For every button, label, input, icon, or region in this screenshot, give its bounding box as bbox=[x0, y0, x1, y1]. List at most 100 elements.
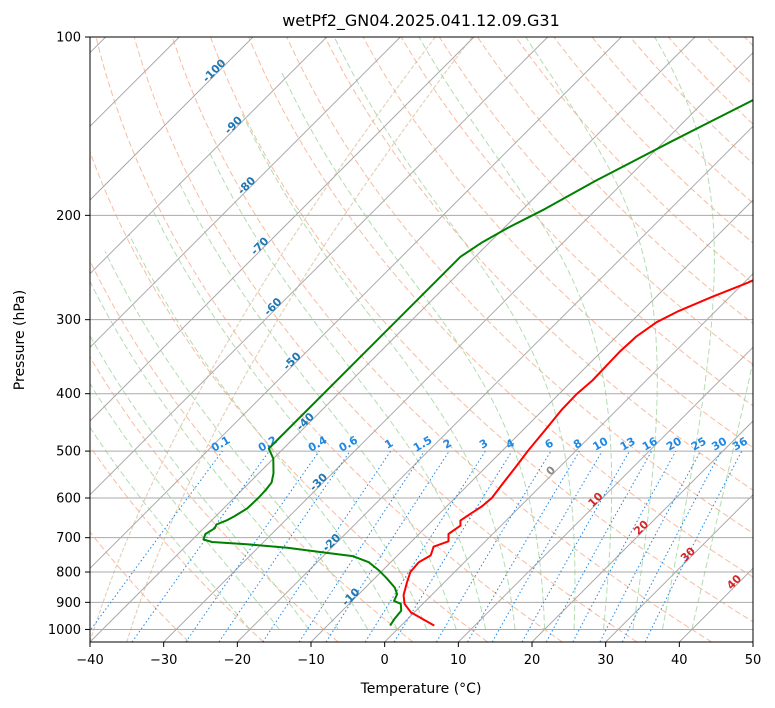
y-tick-label: 200 bbox=[56, 209, 81, 224]
isotherm-line bbox=[90, 37, 401, 349]
dry-adiabat bbox=[90, 531, 190, 642]
y-tick-label: 800 bbox=[56, 566, 81, 581]
isotherm-line bbox=[90, 37, 549, 496]
isotherm-label: -50 bbox=[281, 349, 304, 372]
mixing-ratio-line bbox=[325, 450, 450, 642]
y-tick-label: 700 bbox=[56, 531, 81, 546]
isotherm-label: -100 bbox=[200, 56, 229, 85]
curved-reference-line bbox=[126, 37, 473, 642]
mixing-ratio-line bbox=[521, 450, 630, 642]
isotherm-line bbox=[310, 199, 753, 642]
moist-adiabat bbox=[90, 382, 280, 630]
y-tick-label: 100 bbox=[56, 31, 81, 46]
mixing-ratio-line bbox=[644, 450, 743, 642]
x-tick-label: −40 bbox=[76, 653, 103, 668]
y-tick-label: 1000 bbox=[48, 623, 81, 638]
mixing-ratio-line bbox=[435, 450, 552, 642]
mixing-ratio-line bbox=[467, 450, 580, 642]
isotherm-label: -90 bbox=[222, 113, 245, 136]
x-tick-label: 50 bbox=[745, 653, 762, 668]
axes: −40 −30 −20 −10 0 10 20 30 40 50 1000 900 800 700 600 5… bbox=[48, 31, 761, 669]
mixing-ratio-line bbox=[131, 450, 270, 642]
moist-adiabat bbox=[525, 37, 658, 630]
isotherm-line bbox=[384, 272, 753, 642]
x-tick-label: −30 bbox=[150, 653, 177, 668]
mixing-ratio-line bbox=[599, 450, 701, 642]
moist-adiabat bbox=[151, 208, 428, 630]
isotherm-label: -20 bbox=[320, 531, 343, 554]
y-tick-label: 400 bbox=[56, 387, 81, 402]
mixing-ratio-label: 2 bbox=[441, 437, 454, 452]
moist-adiabat bbox=[90, 426, 251, 630]
dry-adiabat bbox=[95, 37, 563, 642]
dry-adiabat bbox=[400, 37, 753, 407]
mixing-ratio-line bbox=[262, 450, 392, 642]
moist-adiabat bbox=[281, 72, 546, 630]
moist-adiabat bbox=[104, 251, 369, 630]
x-tick-label: 30 bbox=[597, 653, 614, 668]
dry-adiabat bbox=[438, 37, 753, 366]
isotherm-line bbox=[90, 37, 475, 422]
isotherm-label: 30 bbox=[678, 544, 698, 564]
moist-adiabat bbox=[691, 358, 753, 630]
x-axis-label: Temperature (°C) bbox=[360, 681, 482, 697]
x-tick-label: 20 bbox=[524, 653, 541, 668]
moist-adiabat bbox=[333, 37, 576, 630]
dry-adiabat bbox=[744, 37, 753, 47]
mixing-ratio-label: 4 bbox=[504, 436, 517, 451]
y-tick-label: 300 bbox=[56, 313, 81, 328]
dry-adiabat bbox=[133, 37, 638, 642]
moist-adiabat bbox=[177, 180, 457, 630]
background-lines bbox=[90, 37, 753, 642]
isotherm-line bbox=[90, 37, 696, 642]
mixing-ratio-line bbox=[572, 450, 677, 642]
moist-adiabat bbox=[90, 280, 339, 630]
dry-adiabat bbox=[286, 37, 753, 534]
mixing-ratio-line bbox=[545, 450, 653, 642]
x-tick-label: −20 bbox=[224, 653, 251, 668]
dewpoint-line bbox=[202, 98, 753, 627]
mixing-ratio-line bbox=[185, 450, 320, 642]
isotherm-label: -40 bbox=[294, 410, 317, 433]
dry-adiabat bbox=[248, 37, 753, 578]
y-tick-label: 900 bbox=[56, 596, 81, 611]
temperature-line bbox=[402, 279, 753, 627]
curved-reference-line bbox=[90, 37, 436, 642]
isotherm-line bbox=[236, 125, 753, 642]
isotherm-line bbox=[90, 37, 328, 275]
moist-adiabat bbox=[418, 37, 613, 630]
mixing-ratio-line bbox=[393, 450, 513, 642]
isotherm-line bbox=[752, 641, 753, 642]
moist-adiabat bbox=[654, 37, 715, 630]
moist-adiabat bbox=[128, 233, 398, 630]
isotherm-label: 10 bbox=[586, 490, 606, 510]
isotherm-line bbox=[90, 37, 622, 570]
mixing-ratio-label: 6 bbox=[543, 436, 556, 451]
dry-adiabat bbox=[90, 259, 414, 642]
dry-adiabat bbox=[90, 356, 339, 642]
isotherm-line bbox=[457, 346, 753, 642]
isotherm-label: 40 bbox=[724, 572, 744, 592]
mixing-ratio-line bbox=[90, 450, 223, 632]
isotherm-line bbox=[531, 420, 753, 642]
dry-adiabat bbox=[324, 37, 753, 491]
dry-adiabat bbox=[477, 37, 753, 325]
isotherm-line bbox=[90, 37, 254, 201]
dry-adiabat bbox=[553, 37, 753, 244]
mixing-ratio-label: 3 bbox=[477, 437, 490, 452]
y-tick-label: 500 bbox=[56, 445, 81, 460]
isotherm-label: -30 bbox=[307, 470, 330, 493]
dry-adiabat bbox=[706, 37, 753, 86]
y-tick-label: 600 bbox=[56, 492, 81, 507]
isotherm-label: -70 bbox=[248, 234, 271, 257]
dry-adiabat bbox=[210, 37, 753, 623]
profile-series bbox=[202, 98, 753, 627]
y-axis-label: Pressure (hPa) bbox=[12, 290, 28, 390]
chart-title: wetPf2_GN04.2025.041.12.09.G31 bbox=[282, 11, 560, 31]
isotherm-label: 20 bbox=[631, 517, 651, 537]
dry-adiabat bbox=[515, 37, 753, 284]
isotherm-line bbox=[163, 51, 753, 642]
dry-adiabat bbox=[90, 150, 488, 642]
isotherm-line bbox=[605, 493, 753, 642]
